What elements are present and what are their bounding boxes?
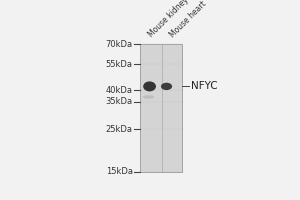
Bar [140, 114, 182, 121]
Bar [140, 57, 182, 63]
Text: Mouse heart: Mouse heart [168, 0, 208, 39]
Bar [140, 76, 182, 82]
Bar [140, 44, 182, 172]
Bar [140, 63, 182, 70]
Bar [140, 108, 182, 114]
Bar [140, 82, 182, 89]
Bar [140, 127, 182, 133]
Text: 35kDa: 35kDa [106, 97, 133, 106]
Text: 25kDa: 25kDa [106, 125, 133, 134]
Ellipse shape [161, 83, 172, 90]
Text: 55kDa: 55kDa [106, 60, 133, 69]
Text: Mouse kidney: Mouse kidney [147, 0, 190, 39]
Text: 15kDa: 15kDa [106, 167, 133, 176]
Text: NFYC: NFYC [191, 81, 218, 91]
Bar [140, 133, 182, 140]
Bar [140, 89, 182, 95]
Bar [140, 159, 182, 165]
Ellipse shape [143, 81, 156, 91]
Text: 40kDa: 40kDa [106, 86, 133, 95]
Bar [140, 153, 182, 159]
Bar [140, 70, 182, 76]
Bar [140, 95, 182, 102]
Text: 70kDa: 70kDa [106, 40, 133, 49]
Bar [140, 121, 182, 127]
Bar [140, 165, 182, 172]
Bar [140, 146, 182, 153]
Bar [140, 102, 182, 108]
Bar [140, 140, 182, 146]
Ellipse shape [142, 95, 154, 99]
Bar [140, 44, 182, 50]
Bar [140, 50, 182, 57]
